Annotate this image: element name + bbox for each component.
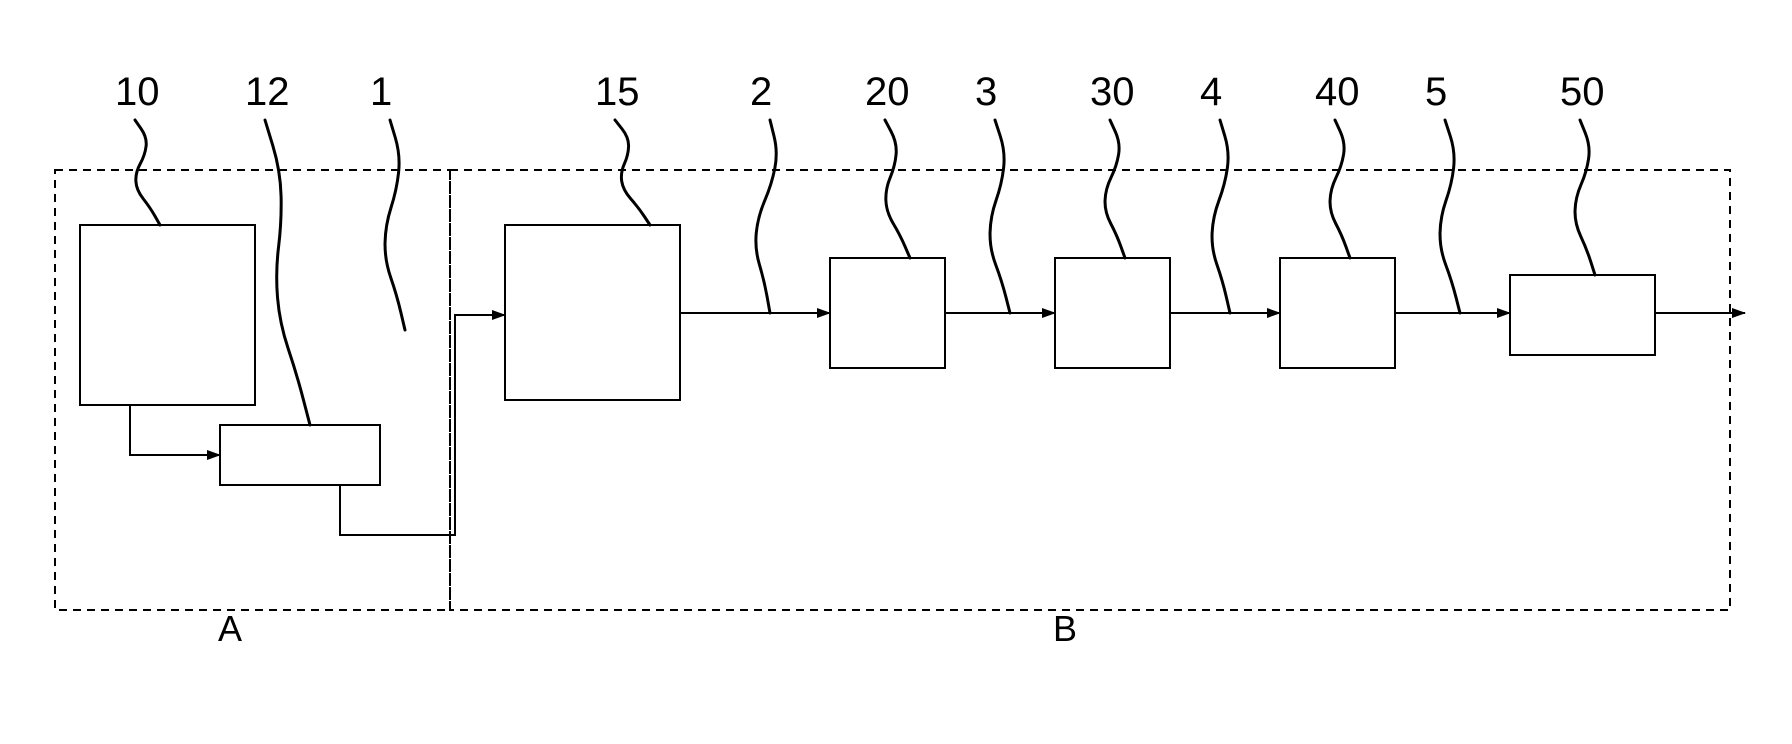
leader-line-30: [1105, 120, 1125, 258]
leader-line-5: [1440, 120, 1460, 313]
node-n10: [80, 225, 255, 405]
callout-label-1: 1: [370, 70, 392, 115]
leader-line-4: [1212, 120, 1230, 313]
leader-line-20: [885, 120, 910, 258]
callout-label-40: 40: [1315, 70, 1360, 115]
callout-label-4: 4: [1200, 70, 1222, 115]
leader-line-2: [756, 120, 776, 313]
node-n12: [220, 425, 380, 485]
region-label-A: A: [218, 608, 242, 650]
node-n15: [505, 225, 680, 400]
leader-line-40: [1330, 120, 1350, 258]
callout-label-20: 20: [865, 70, 910, 115]
callout-label-2: 2: [750, 70, 772, 115]
leader-line-15: [615, 120, 650, 225]
leader-line-1: [385, 120, 405, 330]
leader-line-10: [135, 120, 160, 225]
callout-label-5: 5: [1425, 70, 1447, 115]
block-diagram: 10 12 1 15 2 20 3 30 4 40 5 50 A B: [0, 0, 1792, 739]
region-label-B: B: [1053, 608, 1077, 650]
callout-label-3: 3: [975, 70, 997, 115]
leader-line-3: [990, 120, 1010, 313]
callout-label-30: 30: [1090, 70, 1135, 115]
callout-label-50: 50: [1560, 70, 1605, 115]
callout-label-15: 15: [595, 70, 640, 115]
node-n30: [1055, 258, 1170, 368]
leader-line-12: [265, 120, 310, 425]
node-n50: [1510, 275, 1655, 355]
callout-label-12: 12: [245, 70, 290, 115]
node-n40: [1280, 258, 1395, 368]
callout-label-10: 10: [115, 70, 160, 115]
leader-line-50: [1575, 120, 1595, 275]
connector-0: [130, 405, 220, 455]
node-n20: [830, 258, 945, 368]
